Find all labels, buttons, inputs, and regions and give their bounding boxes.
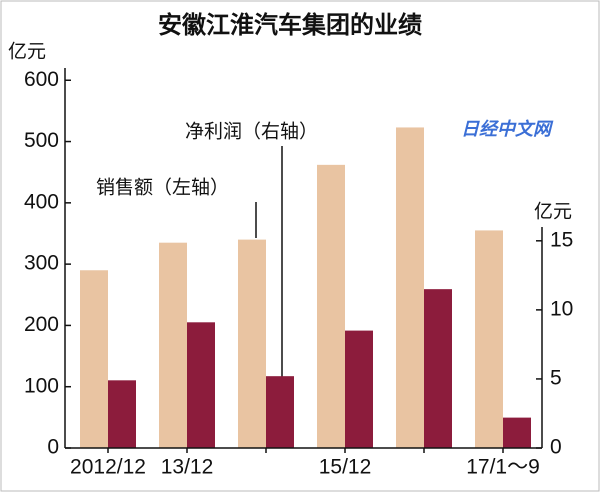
bar <box>317 164 345 448</box>
bar <box>238 239 266 448</box>
y2-tick-label: 10 <box>550 297 573 320</box>
series-label: 销售额（左轴） <box>96 177 229 199</box>
y-tick-label: 500 <box>24 129 59 152</box>
y-tick-label: 100 <box>24 374 59 397</box>
bar <box>396 127 424 449</box>
x-tick-label: 15/12 <box>319 456 372 479</box>
bar <box>424 289 452 448</box>
y-tick-label: 600 <box>24 68 59 91</box>
bar <box>475 230 503 448</box>
x-tick-label: 2012/12 <box>70 456 146 479</box>
bar <box>80 270 108 448</box>
y-tick-label: 0 <box>47 436 59 459</box>
y2-tick-label: 5 <box>550 366 562 389</box>
chart-title: 安徽江淮汽车集团的业绩 <box>158 11 422 39</box>
bar <box>345 330 373 448</box>
bar <box>159 242 187 448</box>
bar <box>266 376 294 448</box>
bar <box>187 322 215 448</box>
watermark: 日经中文网 <box>461 119 554 140</box>
series-label: 净利润（右轴） <box>185 121 318 143</box>
x-tick-label: 13/12 <box>161 456 214 479</box>
y-tick-label: 300 <box>24 252 59 275</box>
y-tick-label: 400 <box>24 190 59 213</box>
y-unit: 亿元 <box>8 41 46 63</box>
bar <box>108 380 136 448</box>
bar <box>503 417 531 448</box>
y2-unit: 亿元 <box>534 201 572 223</box>
y2-tick-label: 15 <box>550 228 573 251</box>
x-tick-label: 17/1～9 <box>466 456 540 479</box>
y-tick-label: 200 <box>24 313 59 336</box>
y2-tick-label: 0 <box>550 436 562 459</box>
